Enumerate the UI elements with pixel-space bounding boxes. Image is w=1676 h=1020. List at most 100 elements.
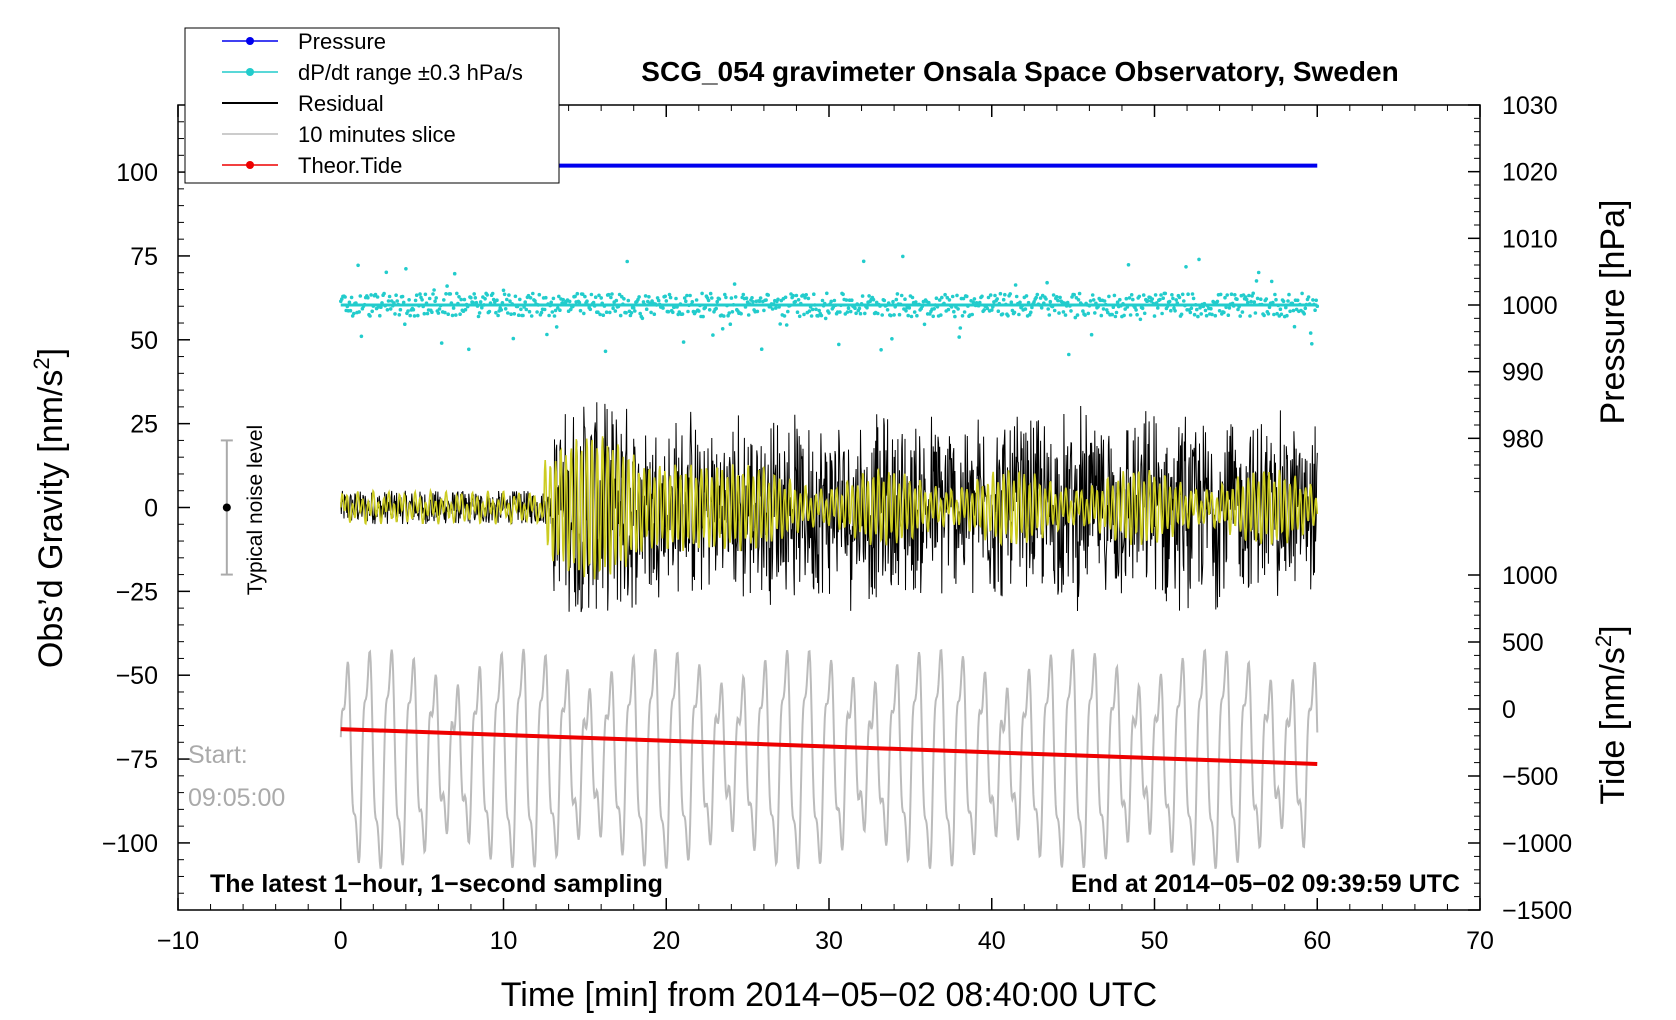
dpdt-point bbox=[832, 298, 837, 303]
dpdt-point bbox=[1146, 299, 1150, 303]
dpdt-point bbox=[1158, 297, 1162, 302]
dpdt-point bbox=[1204, 313, 1209, 318]
x-tick-label: 30 bbox=[815, 927, 843, 955]
dpdt-point bbox=[1142, 311, 1147, 316]
dpdt-point bbox=[867, 294, 871, 298]
dpdt-point bbox=[1163, 291, 1168, 296]
dpdt-point bbox=[985, 306, 990, 311]
dpdt-point bbox=[1313, 308, 1317, 313]
dpdt-point bbox=[547, 313, 551, 318]
dpdt-point bbox=[980, 294, 984, 299]
dpdt-point bbox=[469, 295, 473, 300]
dpdt-point bbox=[998, 291, 1003, 296]
dpdt-point bbox=[1173, 309, 1177, 313]
dpdt-point bbox=[442, 298, 446, 302]
dpdt-point bbox=[697, 309, 701, 313]
dpdt-point bbox=[458, 312, 462, 317]
dpdt-point bbox=[1252, 300, 1257, 304]
legend-label: Theor.Tide bbox=[298, 153, 402, 178]
dpdt-point bbox=[1008, 292, 1012, 296]
dpdt-point bbox=[853, 306, 857, 311]
dpdt-point bbox=[609, 295, 613, 300]
dpdt-point bbox=[618, 313, 623, 318]
dpdt-point bbox=[395, 299, 400, 303]
dpdt-point bbox=[879, 348, 883, 352]
dpdt-point bbox=[622, 297, 626, 301]
dpdt-point bbox=[478, 300, 483, 304]
dpdt-point bbox=[1137, 294, 1142, 299]
dpdt-point bbox=[682, 296, 687, 300]
dpdt-point bbox=[480, 305, 484, 310]
dpdt-point bbox=[1067, 352, 1071, 357]
dpdt-point bbox=[1266, 312, 1271, 316]
dpdt-point bbox=[597, 293, 601, 298]
dpdt-point bbox=[388, 307, 393, 311]
dpdt-point bbox=[1251, 291, 1255, 296]
pressure-tick-label: 980 bbox=[1502, 425, 1544, 453]
dpdt-point bbox=[408, 313, 413, 318]
dpdt-point bbox=[580, 292, 585, 297]
dpdt-point bbox=[432, 288, 436, 292]
pressure-tick-label: 1020 bbox=[1502, 159, 1558, 187]
dpdt-point bbox=[1044, 297, 1048, 301]
dpdt-point bbox=[1213, 313, 1218, 318]
dpdt-point bbox=[425, 311, 430, 316]
dpdt-point bbox=[1134, 308, 1138, 312]
dpdt-point bbox=[1236, 307, 1240, 312]
dpdt-point bbox=[1105, 308, 1109, 312]
dpdt-point bbox=[897, 312, 902, 317]
dpdt-point bbox=[467, 347, 471, 352]
x-tick-label: −10 bbox=[157, 927, 199, 955]
dpdt-point bbox=[934, 296, 939, 301]
dpdt-point bbox=[1310, 342, 1314, 346]
dpdt-point bbox=[1179, 312, 1184, 317]
dpdt-point bbox=[378, 313, 382, 318]
dpdt-point bbox=[863, 311, 867, 316]
dpdt-point bbox=[714, 306, 718, 311]
dpdt-point bbox=[841, 292, 845, 297]
dpdt-point bbox=[554, 325, 559, 329]
dpdt-point bbox=[957, 335, 961, 339]
dpdt-point bbox=[953, 314, 957, 319]
dpdt-point bbox=[972, 297, 977, 301]
legend-marker bbox=[246, 68, 254, 76]
dpdt-point bbox=[728, 322, 733, 327]
pressure-tick-label: 1010 bbox=[1502, 225, 1558, 253]
dpdt-point bbox=[956, 307, 960, 311]
dpdt-point bbox=[950, 294, 955, 299]
dpdt-point bbox=[667, 292, 672, 297]
dpdt-point bbox=[1128, 313, 1133, 317]
legend: Pressure dP/dt range ±0.3 hPa/s Residual 10… bbox=[184, 27, 560, 184]
y-axis-pressure: 1030 1020 1010 1000 990 980 bbox=[1468, 92, 1558, 493]
dpdt-point bbox=[764, 298, 768, 302]
dpdt-point bbox=[557, 294, 561, 299]
dpdt-point bbox=[1255, 296, 1260, 301]
dpdt-point bbox=[762, 308, 766, 313]
dpdt-point bbox=[385, 308, 390, 312]
dpdt-point bbox=[1150, 297, 1155, 301]
dpdt-point bbox=[723, 292, 727, 297]
dpdt-point bbox=[1191, 296, 1196, 301]
dpdt-point bbox=[549, 300, 553, 305]
dpdt-point bbox=[382, 291, 386, 296]
dpdt-point bbox=[1264, 297, 1269, 301]
noise-level-label: Typical noise level bbox=[244, 425, 267, 595]
series-theor-tide bbox=[340, 727, 1318, 766]
dpdt-point bbox=[796, 298, 801, 302]
dpdt-point bbox=[816, 314, 820, 318]
dpdt-point bbox=[454, 313, 458, 317]
dpdt-point bbox=[551, 296, 556, 301]
dpdt-point bbox=[860, 294, 865, 298]
dpdt-point bbox=[1215, 299, 1220, 304]
slice-line bbox=[339, 648, 1319, 870]
dpdt-point bbox=[452, 271, 457, 276]
dpdt-point bbox=[758, 296, 763, 300]
dpdt-point bbox=[960, 314, 965, 318]
legend-marker bbox=[246, 161, 254, 169]
dpdt-point bbox=[827, 311, 831, 315]
dpdt-point bbox=[939, 313, 943, 317]
dpdt-point bbox=[803, 295, 807, 300]
dpdt-point bbox=[1122, 313, 1126, 318]
dpdt-point bbox=[406, 309, 410, 313]
dpdt-point bbox=[431, 292, 435, 296]
